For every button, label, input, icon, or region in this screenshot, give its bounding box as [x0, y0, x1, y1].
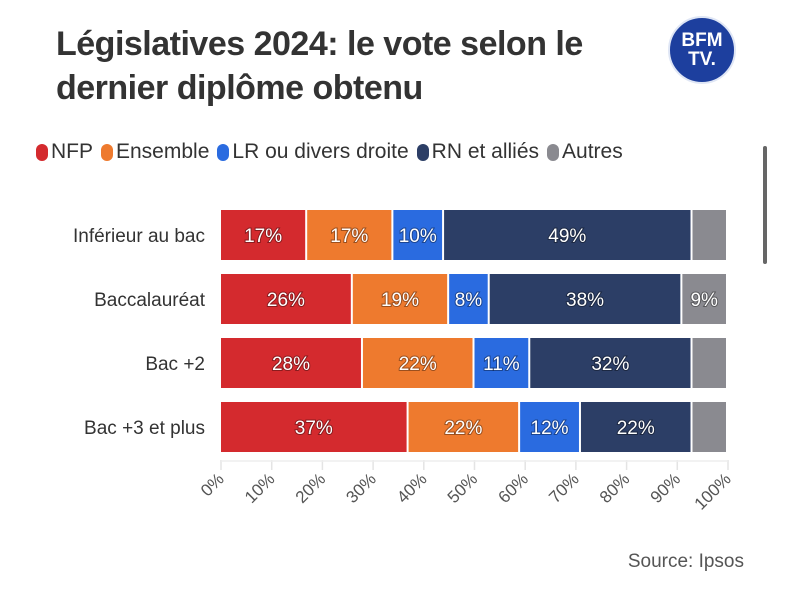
- category-label: Bac +3 et plus: [84, 418, 205, 439]
- data-label: 22%: [444, 418, 482, 439]
- bar-segment: [444, 210, 691, 260]
- bar-segment: [408, 402, 519, 452]
- scrollbar[interactable]: [763, 146, 767, 264]
- data-label: 38%: [566, 290, 604, 311]
- data-label: 32%: [591, 354, 629, 375]
- bar-segment: [221, 402, 407, 452]
- bar-segment: [580, 402, 691, 452]
- x-tick-label: 100%: [691, 469, 735, 513]
- legend-label: Autres: [562, 140, 623, 163]
- x-tick-label: 90%: [647, 469, 684, 506]
- data-label: 17%: [244, 226, 282, 247]
- bar-segment: [393, 210, 443, 260]
- bar-segment: [352, 274, 448, 324]
- legend-item: Autres: [547, 140, 623, 164]
- bar-segment: [692, 338, 726, 388]
- bar-segment: [221, 338, 361, 388]
- category-label: Inférieur au bac: [73, 226, 205, 247]
- legend-item: Ensemble: [101, 140, 209, 164]
- bar-segment: [692, 210, 726, 260]
- data-label: 22%: [399, 354, 437, 375]
- data-label: 10%: [399, 226, 437, 247]
- legend-item: LR ou divers droite: [217, 140, 409, 164]
- data-label: 17%: [330, 226, 368, 247]
- legend-swatch: [416, 143, 429, 161]
- x-tick-label: 80%: [596, 469, 633, 506]
- data-label: 19%: [381, 290, 419, 311]
- bar-segment: [520, 402, 579, 452]
- bar-segment: [449, 274, 488, 324]
- data-label: 49%: [548, 226, 586, 247]
- category-label: Baccalauréat: [94, 290, 206, 311]
- legend-label: LR ou divers droite: [232, 140, 409, 163]
- data-label: 12%: [531, 418, 569, 439]
- legend-swatch: [101, 143, 113, 161]
- legend-label: NFP: [51, 140, 93, 163]
- x-tick-label: 0%: [197, 469, 228, 500]
- x-tick-label: 60%: [495, 469, 532, 506]
- bar-segment: [682, 274, 726, 324]
- x-tick-label: 40%: [393, 469, 430, 506]
- data-label: 8%: [455, 290, 483, 311]
- bar-segment: [307, 210, 392, 260]
- legend-swatch: [36, 143, 48, 161]
- data-label: 26%: [267, 290, 305, 311]
- x-tick-label: 20%: [292, 469, 329, 506]
- x-tick-label: 30%: [342, 469, 379, 506]
- x-tick-label: 70%: [545, 469, 582, 506]
- source-note: Source: Ipsos: [627, 551, 744, 572]
- bar-segment: [362, 338, 473, 388]
- category-label: Bac +2: [145, 354, 205, 375]
- legend-label: RN et alliés: [431, 140, 540, 163]
- bar-segment: [692, 402, 726, 452]
- bfm-tv-logo: BFM TV.: [668, 16, 736, 84]
- data-label: 9%: [690, 290, 718, 311]
- data-label: 37%: [295, 418, 333, 439]
- x-tick-label: 10%: [241, 469, 278, 506]
- chart-title: Législatives 2024: le vote selon le dern…: [56, 25, 583, 107]
- bar-segment: [221, 210, 306, 260]
- bar-segment: [489, 274, 681, 324]
- bar-segment: [221, 274, 351, 324]
- legend-swatch: [547, 143, 560, 161]
- legend-swatch: [217, 143, 230, 161]
- data-label: 22%: [617, 418, 655, 439]
- bar-segment: [530, 338, 691, 388]
- data-label: 11%: [483, 354, 520, 375]
- data-label: 28%: [272, 354, 310, 375]
- x-tick-label: 50%: [444, 469, 481, 506]
- bar-segment: [474, 338, 529, 388]
- legend-item: RN et alliés: [416, 140, 540, 164]
- legend-item: NFP: [36, 140, 93, 164]
- legend-label: Ensemble: [116, 140, 210, 163]
- legend: NFP Ensemble LR ou divers droite RN et alli…: [36, 140, 623, 164]
